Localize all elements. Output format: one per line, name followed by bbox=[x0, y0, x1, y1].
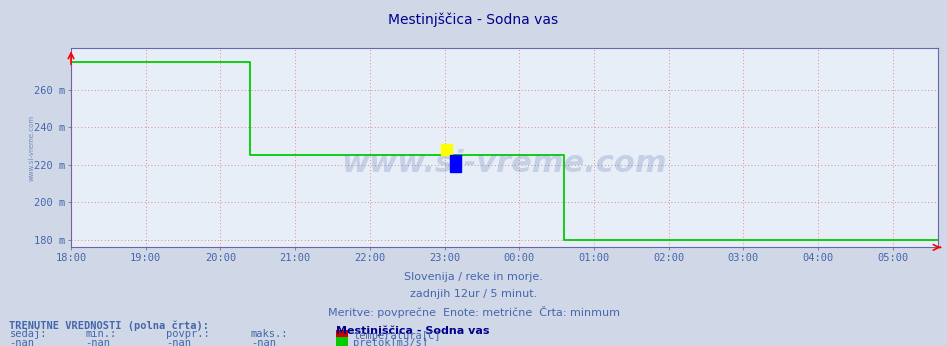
Text: TRENUTNE VREDNOSTI (polna črta):: TRENUTNE VREDNOSTI (polna črta): bbox=[9, 320, 209, 330]
Text: maks.:: maks.: bbox=[251, 329, 289, 339]
Text: povpr.:: povpr.: bbox=[166, 329, 209, 339]
Polygon shape bbox=[450, 155, 461, 172]
Text: min.:: min.: bbox=[85, 329, 116, 339]
Text: www.si-vreme.com: www.si-vreme.com bbox=[342, 149, 667, 178]
Text: zadnjih 12ur / 5 minut.: zadnjih 12ur / 5 minut. bbox=[410, 289, 537, 299]
Text: temperatura[C]: temperatura[C] bbox=[353, 331, 440, 340]
Text: pretok[m3/s]: pretok[m3/s] bbox=[353, 338, 428, 346]
Text: -nan: -nan bbox=[85, 338, 110, 346]
Text: Mestinjščica - Sodna vas: Mestinjščica - Sodna vas bbox=[388, 12, 559, 27]
Text: -nan: -nan bbox=[9, 338, 34, 346]
Text: sedaj:: sedaj: bbox=[9, 329, 47, 339]
Text: Slovenija / reke in morje.: Slovenija / reke in morje. bbox=[404, 272, 543, 282]
Text: Mestinjščica - Sodna vas: Mestinjščica - Sodna vas bbox=[336, 326, 490, 336]
Text: -nan: -nan bbox=[166, 338, 190, 346]
Polygon shape bbox=[440, 144, 452, 155]
Text: -nan: -nan bbox=[251, 338, 276, 346]
Text: www.si-vreme.com: www.si-vreme.com bbox=[29, 115, 35, 181]
Text: Meritve: povprečne  Enote: metrične  Črta: minmum: Meritve: povprečne Enote: metrične Črta:… bbox=[328, 306, 619, 318]
